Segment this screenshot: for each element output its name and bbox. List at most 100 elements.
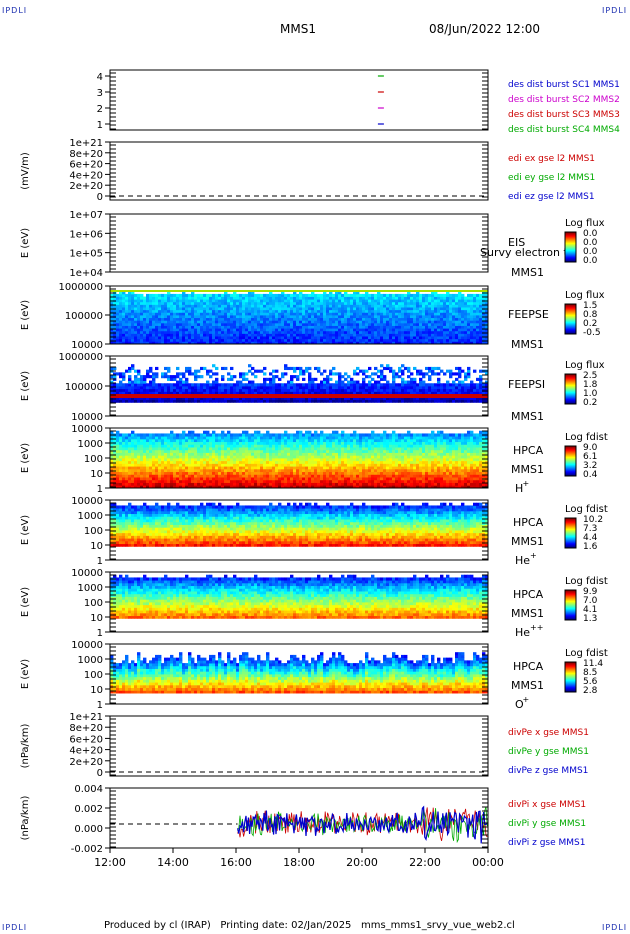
heatmap-cell [221,471,225,475]
heatmap-cell [125,304,129,308]
heatmap-cell [227,477,231,481]
heatmap-cell [230,482,234,486]
heatmap-cell [251,299,255,303]
heatmap-cell [179,328,183,332]
heatmap-cell [236,307,240,311]
heatmap-cell [251,460,255,464]
heatmap-cell [452,325,456,329]
heatmap-cell [398,312,402,316]
heatmap-cell [326,399,330,403]
heatmap-cell [467,325,471,329]
heatmap-cell [170,430,174,434]
heatmap-cell [203,433,207,437]
heatmap-cell [314,296,318,300]
heatmap-cell [137,341,141,345]
heatmap-cell [296,307,300,311]
heatmap-cell [269,396,273,401]
heatmap-cell [215,474,219,478]
heatmap-cell [275,369,279,373]
heatmap-cell [209,466,213,470]
heatmap-cell [308,312,312,316]
heatmap-cell [266,320,270,324]
heatmap-cell [347,330,351,334]
heatmap-cell [215,463,219,467]
heatmap-cell [425,304,429,308]
heatmap-cell [113,388,117,392]
heatmap-cell [341,380,345,384]
heatmap-cell [284,396,288,401]
heatmap-cell [413,399,417,403]
colorbar-title: Log flux [565,360,605,371]
heatmap-cell [398,341,402,345]
colorbar-title: Log flux [565,218,605,229]
heatmap-cell [212,315,216,319]
heatmap-cell [308,386,312,390]
heatmap-cell [419,317,423,321]
heatmap-cell [356,328,360,332]
heatmap-cell [254,477,258,481]
heatmap-cell [296,377,300,381]
heatmap-cell [464,315,468,319]
heatmap-cell [245,391,249,395]
heatmap-cell [161,317,165,321]
heatmap-cell [167,307,171,311]
heatmap-cell [284,309,288,313]
heatmap-cell [128,317,132,321]
heatmap-cell [131,315,135,319]
y-tick-label: 4e+20 [69,170,103,181]
heatmap-cell [251,301,255,305]
heatmap-cell [383,315,387,319]
heatmap-cell [467,388,471,392]
heatmap-cell [377,386,381,390]
heatmap-cell [320,325,324,329]
heatmap-cell [233,325,237,329]
heatmap-cell [443,301,447,305]
heatmap-cell [296,386,300,390]
heatmap-cell [410,293,414,297]
heatmap-cell [365,296,369,300]
heatmap-cell [329,399,333,403]
heatmap-cell [248,328,252,332]
heatmap-cell [419,322,423,326]
heatmap-cell [119,441,123,445]
heatmap-cell [281,336,285,340]
heatmap-cell [140,383,144,387]
heatmap-cell [125,482,129,486]
heatmap-cell [461,333,465,337]
heatmap-cell [374,309,378,313]
heatmap-cell [311,291,315,295]
heatmap-cell [206,341,210,345]
heatmap-cell [371,328,375,332]
heatmap-cell [326,304,330,308]
heatmap-cell [335,386,339,390]
heatmap-cell [146,438,150,443]
heatmap-cell [350,304,354,308]
heatmap-cell [245,482,249,486]
heatmap-cell [407,399,411,403]
heatmap-cell [275,328,279,332]
heatmap-cell [155,330,159,334]
heatmap-cell [293,391,297,395]
heatmap-cell [413,338,417,342]
heatmap-cell [368,296,372,300]
heatmap-cell [272,322,276,326]
heatmap-cell [176,441,180,445]
heatmap-cell [131,477,135,481]
heatmap-cell [341,299,345,303]
heatmap-cell [329,301,333,305]
heatmap-cell [161,293,165,297]
heatmap-cell [185,322,189,326]
heatmap-cell [170,444,174,448]
heatmap-cell [395,391,399,395]
heatmap-cell [323,315,327,319]
heatmap-cell [239,380,243,384]
heatmap-cell [431,372,435,376]
heatmap-cell [470,325,474,329]
colorbar-slice [565,393,576,395]
heatmap-cell [473,325,477,329]
heatmap-cell [470,309,474,313]
heatmap-cell [356,304,360,308]
heatmap-cell [149,330,153,334]
heatmap-cell [473,386,477,390]
heatmap-cell [155,458,159,462]
